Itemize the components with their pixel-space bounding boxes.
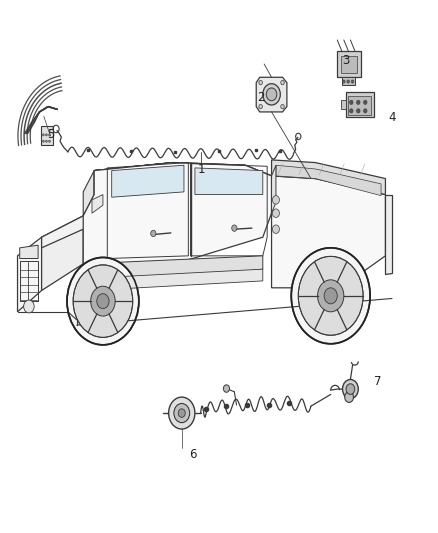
Circle shape bbox=[350, 100, 353, 104]
Circle shape bbox=[272, 225, 279, 233]
Circle shape bbox=[169, 397, 195, 429]
Circle shape bbox=[49, 140, 50, 142]
Circle shape bbox=[291, 248, 370, 344]
Circle shape bbox=[223, 385, 230, 392]
Circle shape bbox=[324, 288, 337, 304]
Polygon shape bbox=[272, 160, 385, 195]
Circle shape bbox=[42, 140, 44, 142]
Circle shape bbox=[259, 104, 262, 109]
Circle shape bbox=[343, 80, 345, 83]
Polygon shape bbox=[20, 245, 38, 259]
Circle shape bbox=[259, 80, 262, 85]
Circle shape bbox=[178, 409, 185, 417]
Circle shape bbox=[343, 379, 358, 399]
Circle shape bbox=[266, 88, 277, 101]
Circle shape bbox=[91, 286, 115, 316]
Circle shape bbox=[151, 230, 156, 237]
FancyBboxPatch shape bbox=[41, 126, 53, 145]
Polygon shape bbox=[42, 187, 193, 248]
Circle shape bbox=[357, 100, 360, 104]
Polygon shape bbox=[272, 176, 385, 288]
Circle shape bbox=[346, 384, 355, 394]
Circle shape bbox=[73, 265, 133, 337]
Polygon shape bbox=[83, 256, 263, 277]
Circle shape bbox=[97, 294, 109, 309]
Circle shape bbox=[49, 134, 50, 136]
Circle shape bbox=[67, 257, 139, 345]
Polygon shape bbox=[173, 163, 272, 176]
Circle shape bbox=[318, 280, 344, 312]
Circle shape bbox=[347, 80, 350, 83]
Polygon shape bbox=[42, 216, 83, 290]
Polygon shape bbox=[342, 77, 355, 85]
Circle shape bbox=[46, 140, 47, 142]
Text: 3: 3 bbox=[343, 54, 350, 67]
Circle shape bbox=[272, 196, 279, 204]
Polygon shape bbox=[337, 51, 361, 77]
Text: 2: 2 bbox=[257, 91, 265, 104]
Polygon shape bbox=[276, 165, 381, 196]
Polygon shape bbox=[92, 195, 103, 213]
Polygon shape bbox=[94, 163, 193, 197]
Polygon shape bbox=[256, 77, 287, 112]
Polygon shape bbox=[348, 96, 371, 115]
Text: 1: 1 bbox=[198, 163, 205, 175]
Polygon shape bbox=[83, 163, 272, 272]
Circle shape bbox=[345, 392, 353, 402]
Circle shape bbox=[298, 256, 363, 335]
Polygon shape bbox=[272, 165, 276, 213]
Circle shape bbox=[46, 134, 47, 136]
Circle shape bbox=[351, 80, 354, 83]
Circle shape bbox=[364, 100, 367, 104]
Circle shape bbox=[281, 104, 284, 109]
Circle shape bbox=[281, 80, 284, 85]
Polygon shape bbox=[112, 165, 184, 197]
Polygon shape bbox=[83, 171, 94, 216]
Polygon shape bbox=[341, 56, 357, 73]
Polygon shape bbox=[346, 92, 374, 117]
Text: 5: 5 bbox=[47, 128, 54, 141]
Circle shape bbox=[174, 403, 190, 423]
Polygon shape bbox=[341, 100, 346, 109]
Polygon shape bbox=[94, 163, 272, 176]
Polygon shape bbox=[110, 269, 263, 289]
Text: 7: 7 bbox=[374, 375, 382, 387]
Text: 4: 4 bbox=[388, 111, 396, 124]
Circle shape bbox=[42, 134, 44, 136]
Circle shape bbox=[272, 209, 279, 217]
Circle shape bbox=[357, 109, 360, 113]
Circle shape bbox=[364, 109, 367, 113]
Text: 6: 6 bbox=[189, 448, 197, 461]
Polygon shape bbox=[385, 195, 392, 274]
Polygon shape bbox=[195, 168, 263, 195]
Circle shape bbox=[24, 300, 34, 313]
Polygon shape bbox=[18, 237, 42, 312]
Circle shape bbox=[350, 109, 353, 113]
Circle shape bbox=[232, 225, 237, 231]
Circle shape bbox=[263, 84, 280, 105]
